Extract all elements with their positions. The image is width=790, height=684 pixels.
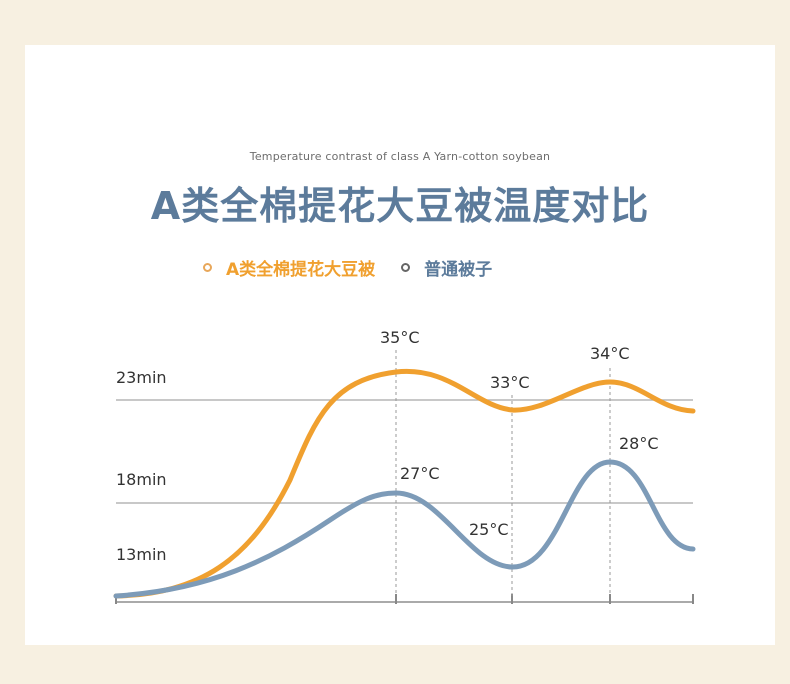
chart-card: Temperature contrast of class A Yarn-cot…	[25, 45, 775, 645]
legend-marker-icon	[401, 263, 411, 272]
legend-label-a: A类全棉提花大豆被	[226, 260, 376, 280]
chart-subtitle: Temperature contrast of class A Yarn-cot…	[249, 150, 551, 163]
data-label-b-1: 25°C	[469, 520, 509, 539]
legend-label-b: 普通被子	[424, 260, 493, 280]
legend-marker-icon	[203, 263, 212, 272]
chart-title: A类全棉提花大豆被温度对比	[150, 184, 650, 228]
data-label-b-2: 28°C	[619, 434, 659, 453]
data-label-a-1: 33°C	[490, 373, 530, 392]
series-line-a	[113, 368, 696, 599]
y-label-2: 13min	[116, 545, 167, 564]
legend: A类全棉提花大豆被 普通被子	[203, 255, 518, 280]
data-label-b-0: 27°C	[400, 464, 440, 483]
y-label-0: 23min	[116, 368, 167, 387]
legend-item-b: 普通被子	[401, 255, 492, 280]
legend-item-a: A类全棉提花大豆被	[203, 255, 375, 280]
data-label-a-2: 34°C	[590, 344, 630, 363]
data-label-a-0: 35°C	[380, 328, 420, 347]
y-label-1: 18min	[116, 470, 167, 489]
series-line-b	[113, 459, 696, 599]
